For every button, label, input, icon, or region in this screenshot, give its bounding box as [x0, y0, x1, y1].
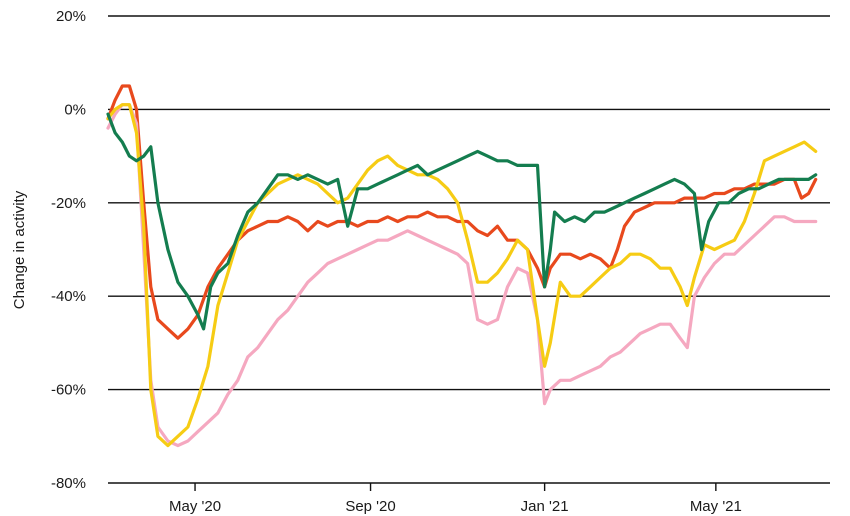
x-tick-label: Jan '21 [521, 498, 569, 515]
y-tick-label: 0% [64, 101, 86, 118]
y-tick-label: -20% [51, 195, 86, 212]
y-tick-label: 20% [56, 8, 86, 25]
series-line [106, 103, 818, 448]
series-line [106, 103, 818, 448]
y-axis-title: Change in activity [11, 190, 28, 309]
series-lines [106, 84, 818, 448]
x-tick-label: May '21 [690, 498, 742, 515]
x-ticks: May '20 Sep '20 Jan '21 May '21 [169, 483, 742, 515]
x-tick-label: May '20 [169, 498, 221, 515]
series-line [106, 84, 818, 340]
y-tick-label: -80% [51, 475, 86, 492]
y-tick-label: -60% [51, 382, 86, 399]
x-tick-label: Sep '20 [345, 498, 395, 515]
gridlines [108, 15, 830, 484]
y-tick-labels: 20% 0% -20% -40% -60% -80% [51, 8, 86, 492]
series-line [106, 112, 818, 331]
y-tick-label: -40% [51, 288, 86, 305]
